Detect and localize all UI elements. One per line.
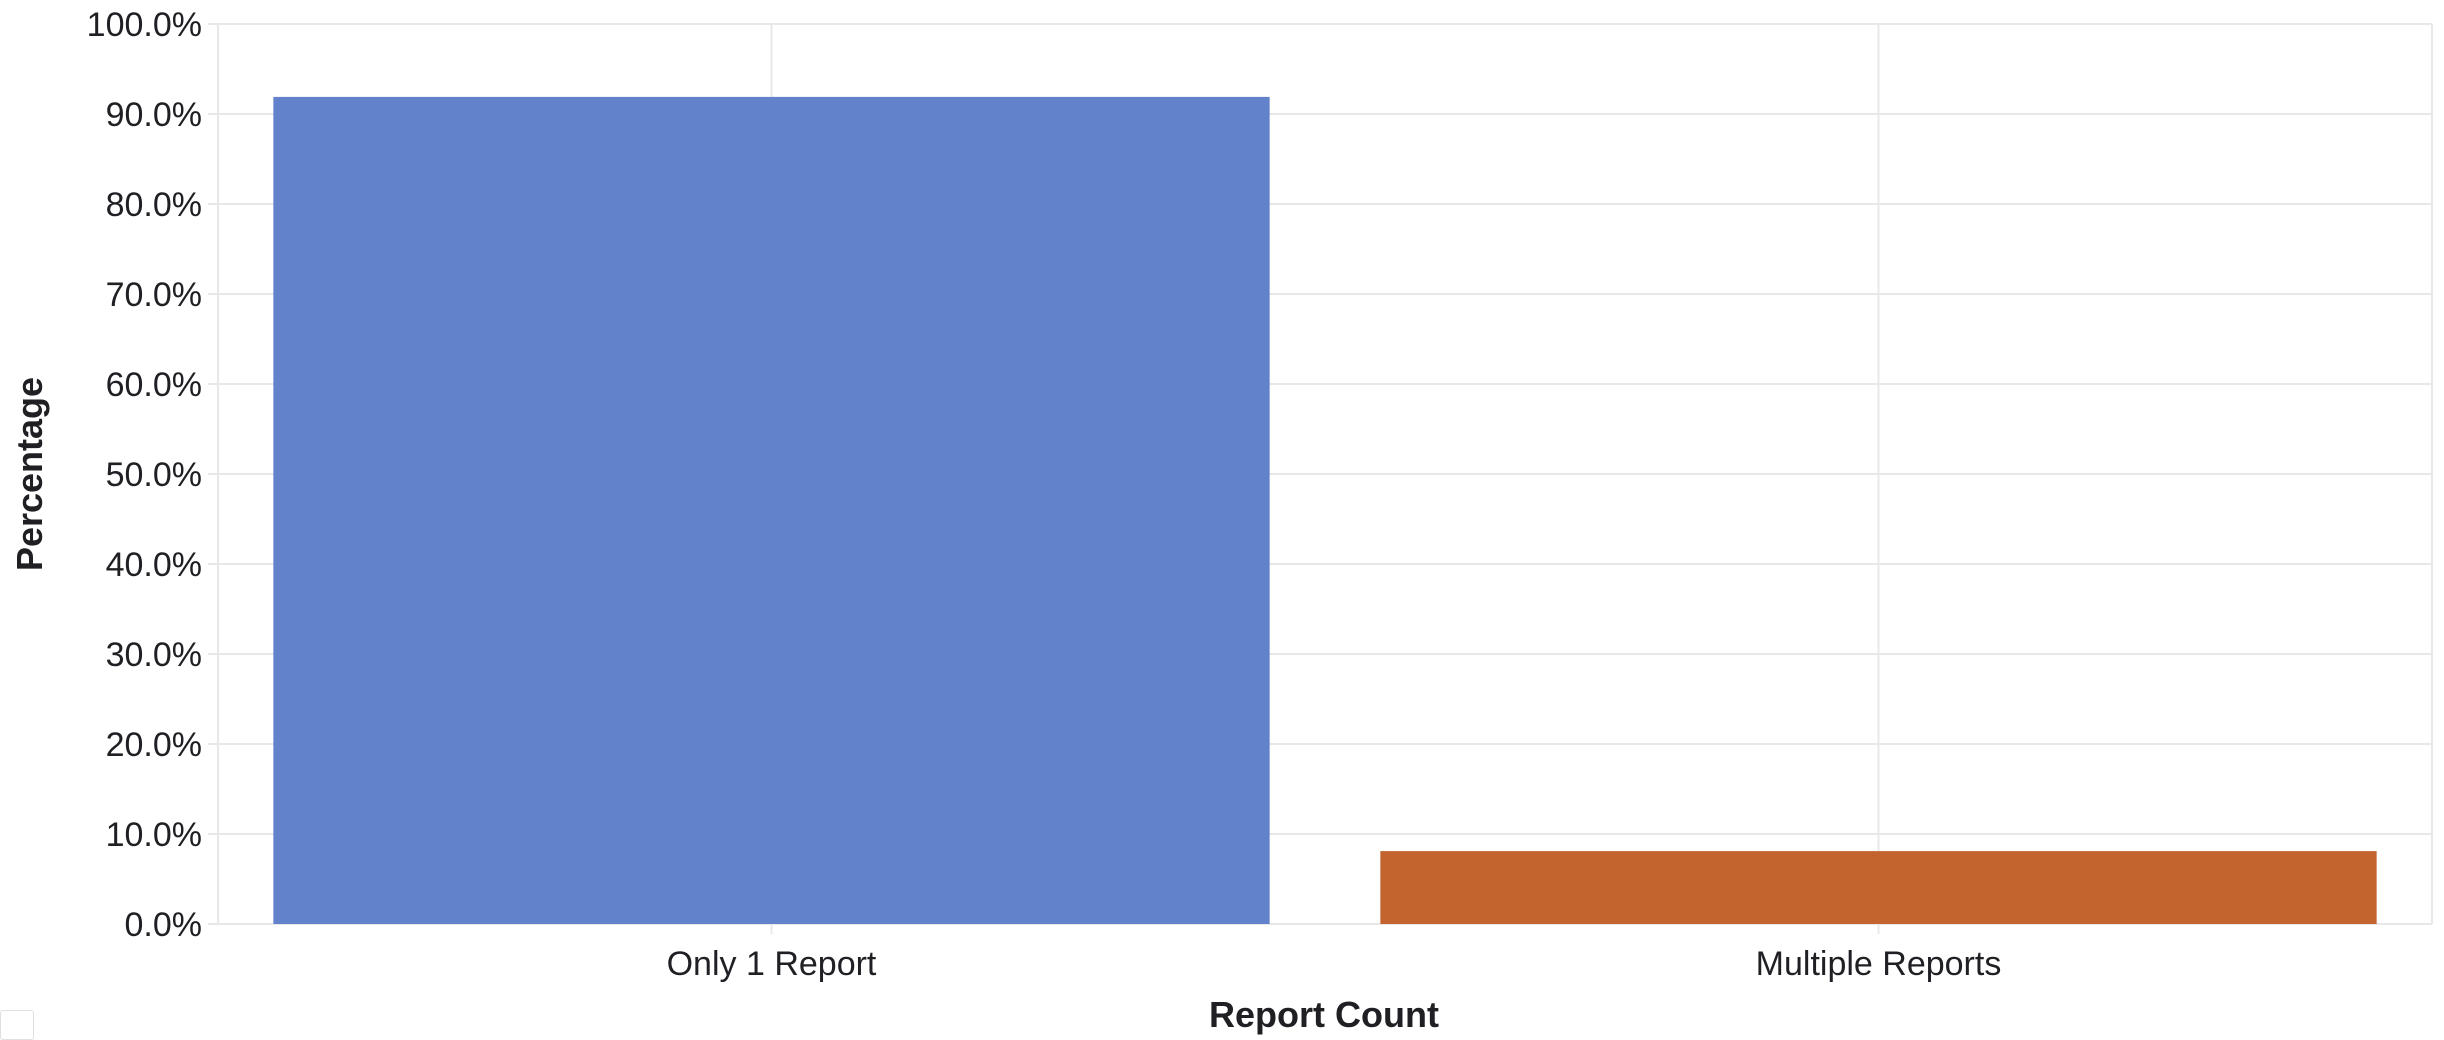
y-axis-ticks: 0.0% 10.0% 20.0% 30.0% 40.0% 50.0% 60.0% 70.0% 8… — [87, 6, 202, 944]
bar-multiple-reports[interactable] — [1380, 851, 2377, 924]
y-axis-title: Percentage — [9, 377, 50, 571]
y-tick-label: 30.0% — [106, 636, 202, 674]
x-axis-ticks: Only 1 Report Multiple Reports — [667, 945, 2002, 983]
y-tick-label: 80.0% — [106, 186, 202, 224]
chart-bars — [273, 96, 2377, 924]
y-tick-label: 0.0% — [125, 906, 203, 944]
y-tick-label: 20.0% — [106, 726, 202, 764]
y-tick-label: 70.0% — [106, 276, 202, 314]
y-tick-label: 40.0% — [106, 546, 202, 584]
bar-only-1-report[interactable] — [273, 96, 1270, 924]
y-tick-label: 100.0% — [87, 6, 202, 44]
x-tick-label: Only 1 Report — [667, 945, 877, 983]
y-tick-label: 50.0% — [106, 456, 202, 494]
resize-handle[interactable] — [0, 1010, 34, 1040]
y-tick-label: 10.0% — [106, 816, 202, 854]
y-tick-label: 60.0% — [106, 366, 202, 404]
x-axis-title: Report Count — [1209, 994, 1439, 1035]
x-tick-label: Multiple Reports — [1756, 945, 2002, 983]
y-tick-label: 90.0% — [106, 96, 202, 134]
